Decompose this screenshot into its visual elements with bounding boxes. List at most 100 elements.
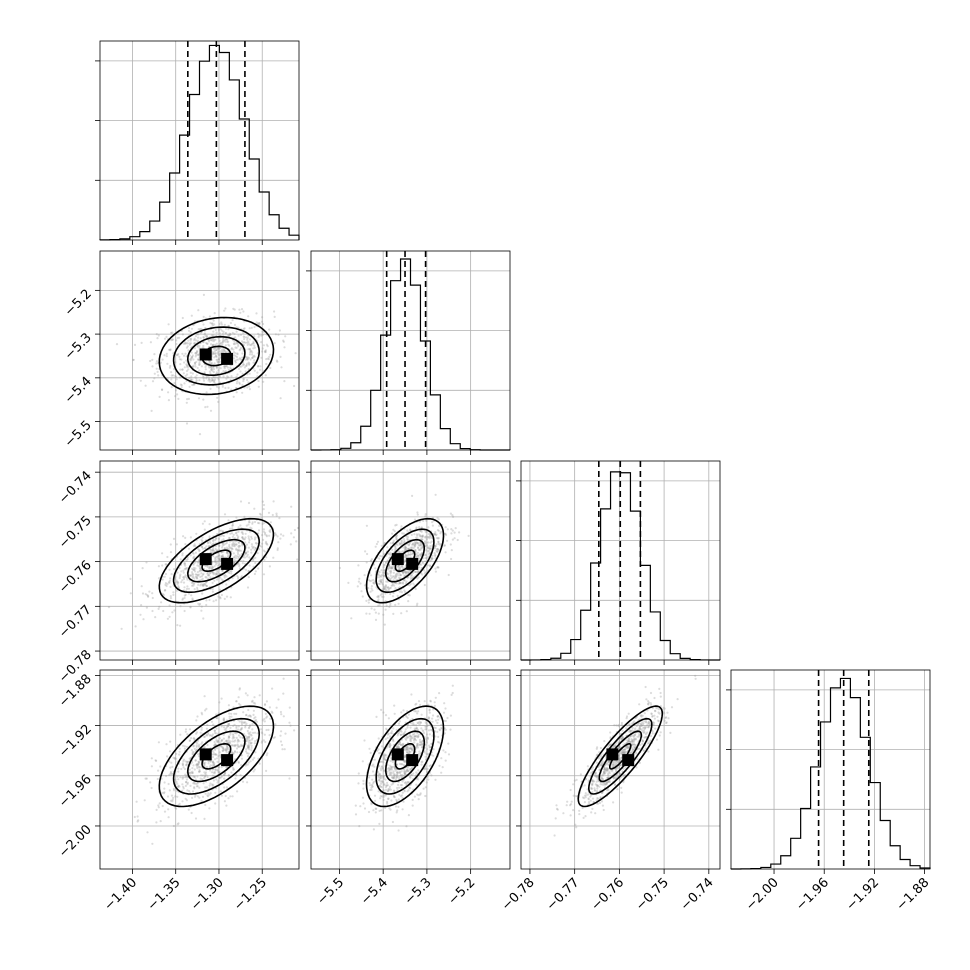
scatter-point <box>215 537 218 540</box>
scatter-point <box>247 342 250 345</box>
scatter-point <box>235 330 238 333</box>
scatter-point <box>391 776 394 779</box>
scatter-point <box>257 567 260 570</box>
scatter-point <box>216 347 220 350</box>
scatter-point <box>374 799 377 802</box>
scatter-point <box>193 383 196 386</box>
scatter-point <box>270 710 273 713</box>
scatter-point <box>368 747 371 750</box>
scatter-point <box>426 550 429 553</box>
scatter-point <box>391 567 394 570</box>
scatter-point <box>381 595 384 598</box>
scatter-point <box>399 774 402 777</box>
scatter-point <box>224 332 227 335</box>
scatter-point <box>398 741 401 744</box>
scatter-point <box>218 776 221 779</box>
scatter-point <box>370 560 373 563</box>
scatter-point <box>363 584 367 587</box>
scatter-point <box>144 384 147 387</box>
scatter-point <box>438 741 441 744</box>
scatter-point <box>246 746 249 749</box>
scatter-point <box>628 730 631 733</box>
scatter-point <box>273 310 276 313</box>
scatter-point <box>386 784 389 787</box>
scatter-point <box>436 516 439 519</box>
scatter-point <box>619 737 623 740</box>
scatter-point <box>193 561 196 564</box>
scatter-point <box>397 746 400 749</box>
scatter-point <box>399 743 403 747</box>
scatter-point <box>212 352 215 355</box>
scatter-point <box>178 576 181 580</box>
scatter-point <box>261 534 264 537</box>
scatter-point <box>398 762 401 766</box>
density-peak-cell <box>221 754 234 767</box>
scatter-point <box>188 574 191 577</box>
scatter-point <box>416 735 420 738</box>
scatter-point <box>233 343 236 346</box>
scatter-point <box>429 547 432 550</box>
scatter-point <box>264 350 267 354</box>
scatter-point <box>395 776 398 779</box>
scatter-point <box>408 747 411 750</box>
scatter-point <box>165 335 168 338</box>
scatter-point <box>217 771 220 774</box>
scatter-point <box>194 759 197 762</box>
scatter-point <box>213 762 216 765</box>
scatter-point <box>184 536 187 540</box>
scatter-point <box>399 795 402 798</box>
scatter-point <box>191 771 194 775</box>
scatter-point <box>144 777 147 780</box>
scatter-point <box>254 547 257 550</box>
scatter-point <box>587 797 590 800</box>
scatter-point <box>214 753 217 756</box>
scatter-point <box>248 372 251 375</box>
scatter-point <box>408 750 411 754</box>
scatter-point <box>225 541 228 545</box>
scatter-point <box>217 353 220 356</box>
scatter-point <box>227 736 231 739</box>
scatter-point <box>226 375 229 378</box>
scatter-point <box>275 514 278 517</box>
scatter-point <box>253 325 256 329</box>
scatter-point <box>383 770 386 773</box>
scatter-point <box>242 310 245 313</box>
scatter-point <box>665 721 668 725</box>
scatter-point <box>361 760 364 763</box>
scatter-point <box>182 372 185 375</box>
scatter-point <box>168 773 171 777</box>
scatter-point <box>647 701 651 704</box>
scatter-point <box>156 777 159 781</box>
scatter-point <box>375 807 378 811</box>
scatter-point <box>246 754 250 758</box>
scatter-point <box>184 760 187 763</box>
scatter-point <box>415 727 418 730</box>
scatter-point <box>193 342 196 345</box>
scatter-point <box>377 604 380 607</box>
scatter-point <box>406 780 409 784</box>
scatter-point <box>171 331 174 334</box>
scatter-point <box>383 575 386 578</box>
scatter-point <box>214 352 217 355</box>
scatter-point <box>556 808 559 811</box>
scatter-point <box>220 593 223 597</box>
scatter-point <box>388 570 391 573</box>
scatter-point <box>183 767 187 771</box>
scatter-point <box>213 378 217 381</box>
scatter-point <box>381 760 384 763</box>
scatter-point <box>228 571 231 575</box>
scatter-point <box>253 354 256 357</box>
scatter-point <box>414 710 418 713</box>
scatter-point <box>217 361 220 364</box>
scatter-point <box>424 560 427 563</box>
scatter-point <box>209 571 212 574</box>
scatter-point <box>424 794 427 798</box>
scatter-point <box>453 531 456 534</box>
scatter-point <box>218 563 221 567</box>
scatter-point <box>440 726 443 730</box>
scatter-point <box>246 338 249 341</box>
scatter-point <box>416 554 419 557</box>
scatter-point <box>202 398 205 401</box>
scatter-point <box>450 528 453 531</box>
scatter-point <box>218 544 221 547</box>
